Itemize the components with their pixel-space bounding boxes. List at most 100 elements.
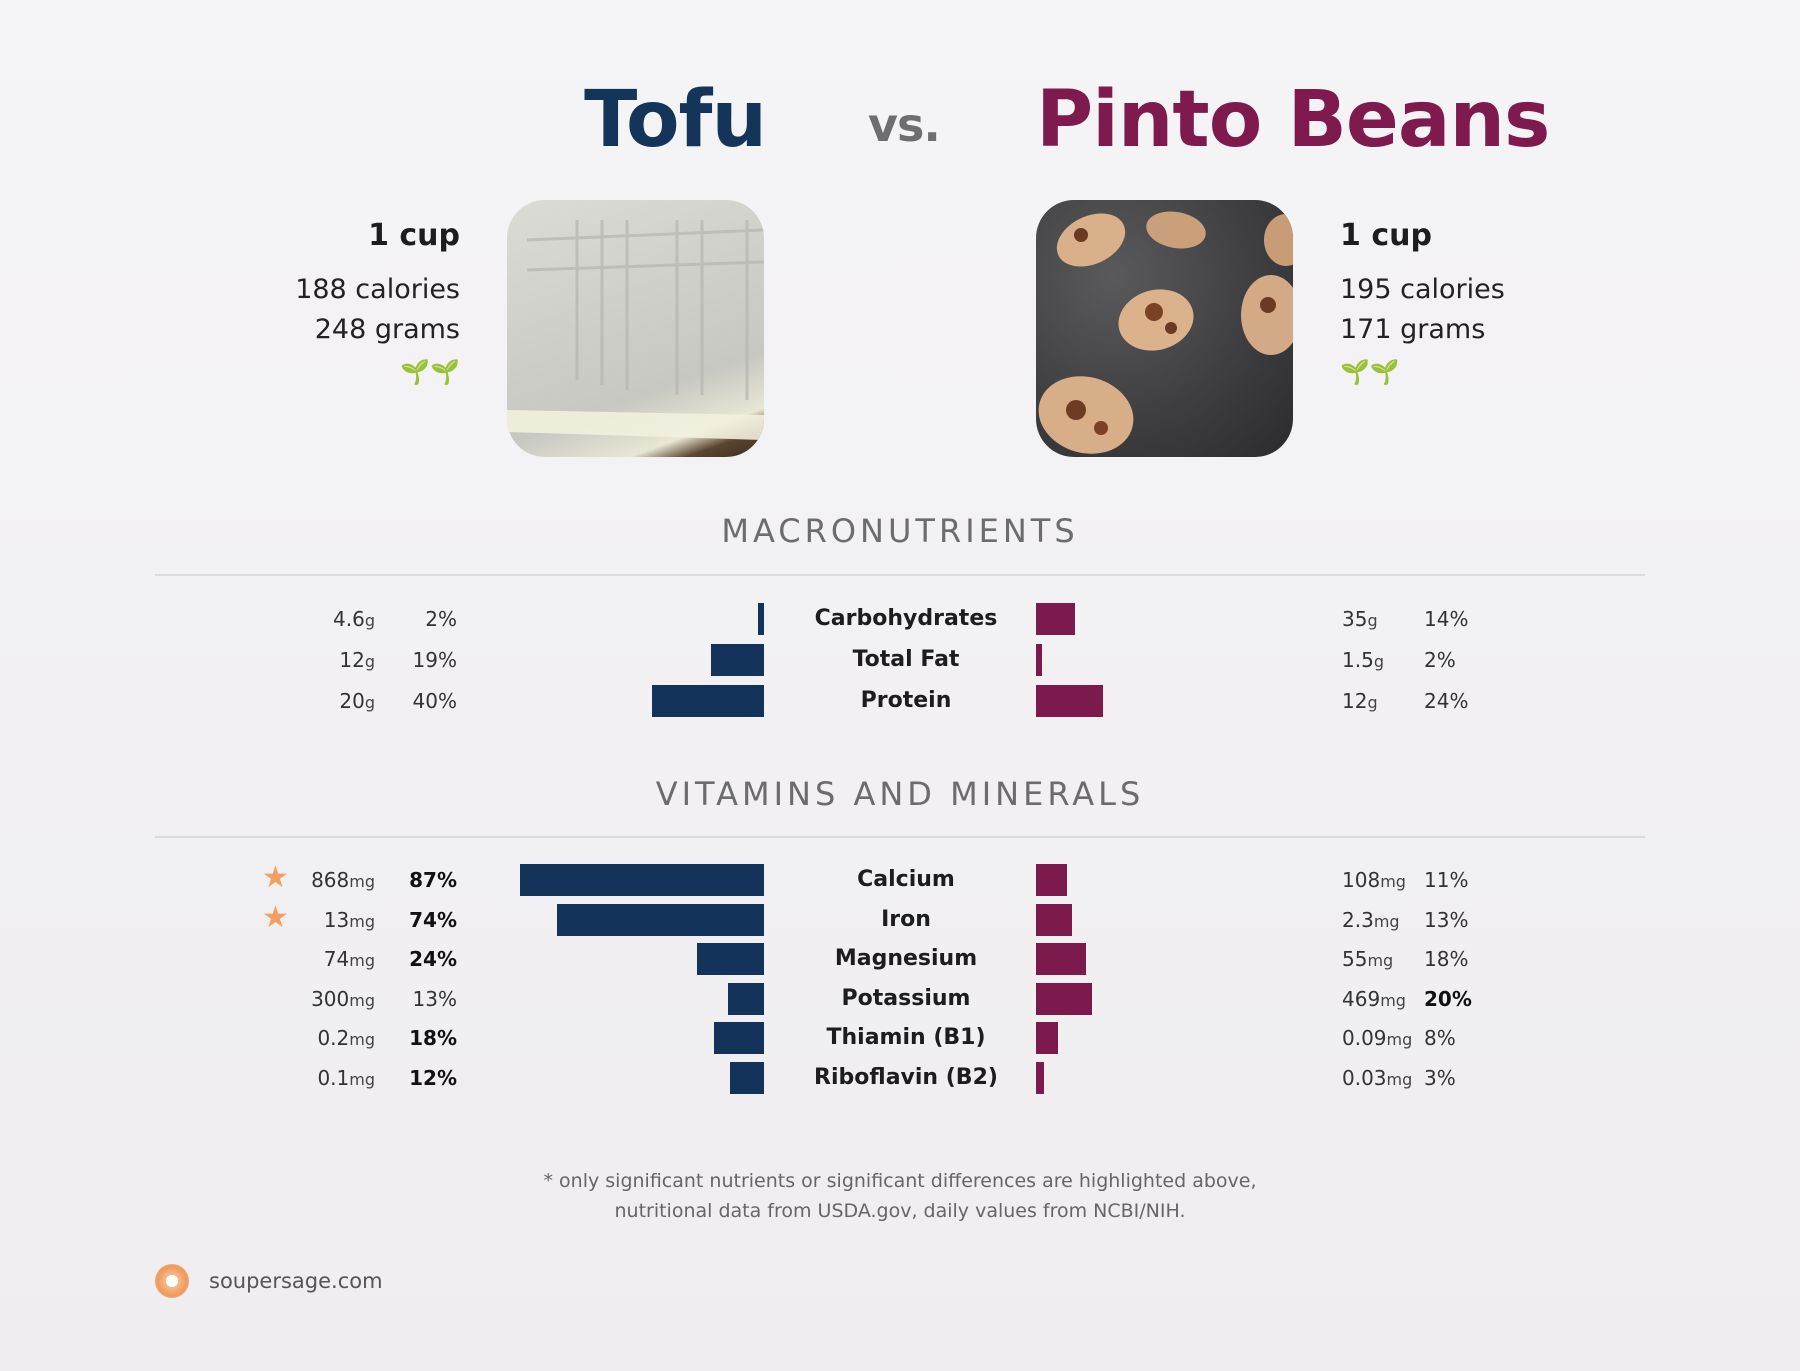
left-sprout-icon: 🌱🌱 xyxy=(400,358,460,386)
tofu-dv-potassium: 13% xyxy=(412,986,457,1011)
tofu-dv-carbohydrates: 2% xyxy=(425,607,457,631)
pinto-amount-thiamin-b1: 0.09mg xyxy=(1342,1023,1412,1055)
tofu-bar-potassium xyxy=(727,982,764,1015)
pinto-bar-protein xyxy=(1036,685,1104,717)
tofu-dv-thiamin-b1: 18% xyxy=(409,1026,457,1050)
tofu-dv-calcium: 87% xyxy=(409,868,457,892)
tofu-amount-potassium: 300mg xyxy=(311,984,375,1016)
vitamins-divider xyxy=(155,836,1645,838)
pinto-dv-protein: 24% xyxy=(1424,689,1469,713)
pinto-amount-riboflavin-b2: 0.03mg xyxy=(1342,1063,1412,1095)
tofu-amount-value: 0.2 xyxy=(317,1026,350,1050)
right-food-title: Pinto Beans xyxy=(1036,75,1550,165)
tofu-amount-unit: mg xyxy=(349,1030,375,1049)
tofu-amount-iron: 13mg xyxy=(324,905,375,937)
footnote-line-1: * only significant nutrients or signific… xyxy=(543,1170,1257,1192)
pinto-dv-thiamin-b1: 8% xyxy=(1424,1026,1456,1050)
tofu-amount-unit: g xyxy=(364,652,375,671)
tofu-amount-value: 13 xyxy=(323,907,350,932)
right-sprout-icon: 🌱🌱 xyxy=(1340,358,1400,386)
pinto-beans-art xyxy=(1038,211,1293,454)
tofu-amount-riboflavin-b2: 0.1mg xyxy=(317,1063,375,1095)
tofu-bar-magnesium xyxy=(696,943,764,975)
pinto-amount-unit: mg xyxy=(1380,990,1406,1010)
tofu-amount-value: 12 xyxy=(339,648,365,672)
pinto-dv-total-fat: 2% xyxy=(1424,648,1456,672)
nutrient-label-magnesium: Magnesium xyxy=(834,946,978,971)
pinto-amount-magnesium: 55mg xyxy=(1342,944,1393,976)
nutrient-label-iron: Iron xyxy=(881,906,931,932)
left-serving: 1 cup xyxy=(368,218,460,253)
pinto-amount-calcium: 108mg xyxy=(1342,865,1406,897)
vitamins-heading: VITAMINS AND MINERALS xyxy=(655,775,1145,813)
macronutrients-heading: MACRONUTRIENTS xyxy=(721,512,1079,550)
footnote-line-2: nutritional data from USDA.gov, daily va… xyxy=(614,1200,1186,1222)
soupersage-logo-icon xyxy=(155,1264,189,1298)
nutrient-label-potassium: Potassium xyxy=(841,985,971,1011)
pinto-bar-iron xyxy=(1036,903,1073,936)
right-serving: 1 cup xyxy=(1340,218,1432,253)
tofu-amount-unit: g xyxy=(364,693,375,712)
pinto-dv-iron: 13% xyxy=(1424,907,1469,932)
tofu-amount-calcium: 868mg xyxy=(311,865,375,897)
pinto-amount-carbohydrates: 35g xyxy=(1342,604,1378,636)
pinto-bar-riboflavin-b2 xyxy=(1036,1061,1045,1094)
pinto-bar-calcium xyxy=(1036,864,1067,896)
vs-label: vs. xyxy=(868,98,941,152)
tofu-amount-value: 4.6 xyxy=(333,607,365,631)
highlight-star-icon: ★ xyxy=(262,899,289,935)
pinto-amount-unit: mg xyxy=(1386,1030,1413,1049)
right-weight: 171 grams xyxy=(1340,314,1486,345)
tofu-amount-value: 0.1 xyxy=(317,1065,350,1090)
tofu-bar-riboflavin-b2 xyxy=(730,1061,764,1094)
highlight-star-icon: ★ xyxy=(262,860,289,895)
pinto-amount-value: 2.3 xyxy=(1342,907,1374,932)
tofu-amount-unit: mg xyxy=(349,1069,375,1089)
pinto-amount-unit: mg xyxy=(1386,1069,1413,1089)
footnote: * only significant nutrients or signific… xyxy=(0,1166,1800,1226)
pinto-bar-potassium xyxy=(1036,982,1092,1015)
tofu-bar-total-fat xyxy=(710,644,764,676)
pinto-dv-potassium: 20% xyxy=(1424,986,1472,1011)
left-food-title: Tofu xyxy=(584,75,767,165)
tofu-dv-magnesium: 24% xyxy=(409,947,457,971)
tofu-amount-value: 74 xyxy=(323,947,350,971)
pinto-amount-value: 35 xyxy=(1342,607,1368,631)
pinto-amount-total-fat: 1.5g xyxy=(1342,645,1384,677)
tofu-amount-magnesium: 74mg xyxy=(324,944,375,976)
pinto-amount-value: 55 xyxy=(1342,947,1368,971)
tofu-amount-protein: 20g xyxy=(339,686,375,718)
pinto-dv-calcium: 11% xyxy=(1424,868,1469,892)
pinto-amount-value: 108 xyxy=(1342,868,1381,892)
pinto-amount-protein: 12g xyxy=(1342,686,1378,718)
pinto-dv-magnesium: 18% xyxy=(1424,947,1469,971)
tofu-amount-carbohydrates: 4.6g xyxy=(333,604,375,636)
right-calories: 195 calories xyxy=(1340,274,1505,305)
nutrient-label-total-fat: Total Fat xyxy=(852,647,960,672)
pinto-bar-carbohydrates xyxy=(1036,603,1076,635)
tofu-amount-value: 300 xyxy=(311,986,350,1011)
tofu-dv-total-fat: 19% xyxy=(412,648,457,672)
pinto-amount-value: 0.03 xyxy=(1342,1065,1387,1090)
pinto-amount-unit: mg xyxy=(1367,951,1394,970)
pinto-bar-thiamin-b1 xyxy=(1036,1022,1059,1054)
pinto-amount-unit: g xyxy=(1367,693,1378,712)
pinto-amount-iron: 2.3mg xyxy=(1342,905,1400,937)
tofu-bar-iron xyxy=(556,903,764,936)
pinto-dv-riboflavin-b2: 3% xyxy=(1424,1065,1456,1090)
pinto-beans-photo xyxy=(1036,200,1293,457)
nutrient-label-carbohydrates: Carbohydrates xyxy=(814,606,998,631)
pinto-amount-potassium: 469mg xyxy=(1342,984,1406,1016)
tofu-amount-unit: mg xyxy=(349,990,375,1010)
nutrient-label-riboflavin-b2: Riboflavin (B2) xyxy=(814,1064,998,1090)
pinto-amount-unit: mg xyxy=(1380,872,1406,891)
tofu-amount-unit: g xyxy=(364,611,375,630)
site-link[interactable]: soupersage.com xyxy=(209,1269,383,1293)
pinto-dv-carbohydrates: 14% xyxy=(1424,607,1469,631)
pinto-bar-magnesium xyxy=(1036,943,1087,975)
tofu-amount-unit: mg xyxy=(349,951,375,970)
pinto-amount-value: 12 xyxy=(1342,689,1368,713)
tofu-amount-value: 20 xyxy=(339,689,365,713)
pinto-amount-unit: g xyxy=(1373,652,1384,671)
pinto-amount-unit: g xyxy=(1367,611,1378,630)
